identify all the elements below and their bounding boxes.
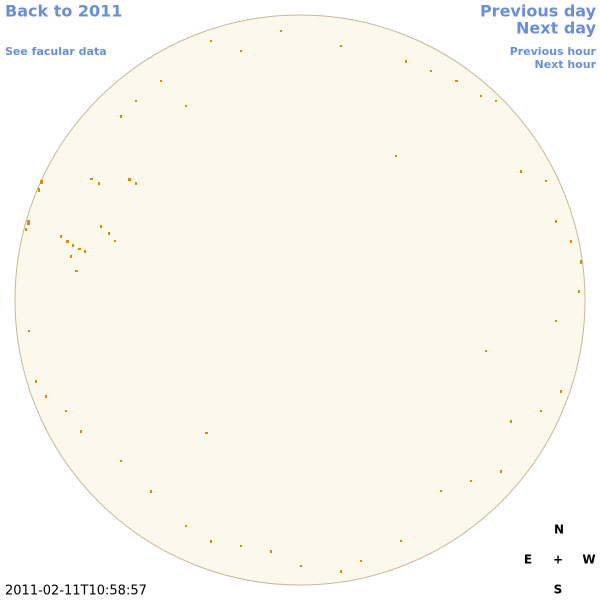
previous-hour-link[interactable]: Previous hour (510, 45, 597, 58)
timestamp: 2011-02-11T10:58:57 (5, 584, 147, 599)
compass-south: S (554, 583, 563, 597)
compass-east: E (524, 553, 532, 567)
back-link[interactable]: Back to 2011 (5, 2, 122, 21)
previous-day-link[interactable]: Previous day (480, 2, 597, 21)
compass-north: N (554, 523, 564, 537)
facular-link[interactable]: See facular data (5, 45, 107, 58)
next-hour-link[interactable]: Next hour (535, 58, 597, 71)
compass-west: W (582, 553, 595, 567)
compass-center: + (553, 553, 563, 567)
next-day-link[interactable]: Next day (516, 19, 597, 38)
faculae (25, 30, 582, 573)
solar-disk (14, 14, 586, 586)
